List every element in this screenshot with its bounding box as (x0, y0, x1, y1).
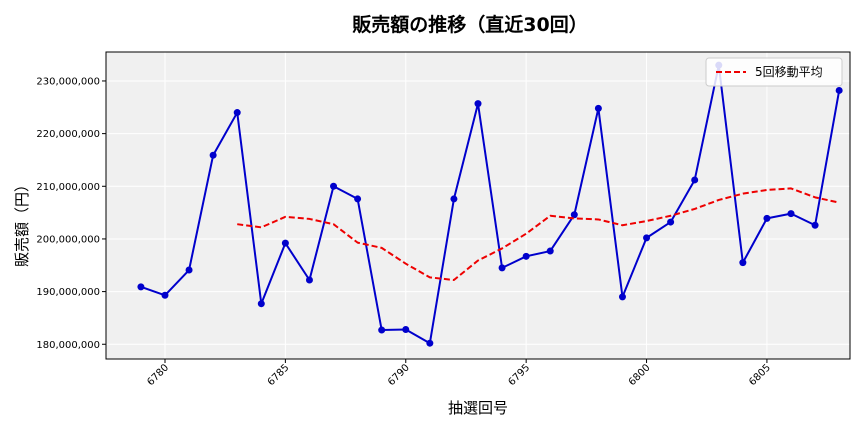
y-tick-label: 230,000,000 (36, 76, 100, 87)
sales-point (378, 326, 386, 334)
series-layer (137, 61, 843, 347)
y-tick-label: 200,000,000 (36, 234, 100, 245)
x-tick-label: 6785 (266, 362, 292, 388)
x-tick-label: 6795 (507, 362, 533, 388)
grid (106, 52, 850, 359)
sales-point (522, 252, 530, 260)
y-tick-label: 190,000,000 (36, 287, 100, 298)
x-axis-label: 抽選回号 (448, 399, 508, 417)
sales-point (209, 151, 217, 159)
sales-point (402, 326, 410, 334)
y-tick-label: 220,000,000 (36, 129, 100, 140)
sales-point (787, 210, 795, 218)
sales-point (594, 104, 602, 112)
legend-box (705, 57, 843, 87)
sales-line (140, 64, 841, 345)
sales-point (233, 109, 241, 117)
sales-point (161, 291, 169, 299)
sales-point (763, 214, 771, 222)
y-tick-label: 210,000,000 (36, 182, 100, 193)
sales-point (691, 176, 699, 184)
sales-point (426, 339, 434, 347)
sales-point (185, 266, 193, 274)
sales-point (835, 86, 843, 94)
sales-point (643, 234, 651, 242)
sales-point (811, 221, 819, 229)
sales-point (474, 100, 482, 108)
sales-point (546, 247, 554, 255)
x-tick-label: 6805 (747, 362, 773, 388)
sales-point (305, 276, 313, 284)
sales-point (281, 239, 289, 247)
sales-point (739, 259, 747, 267)
y-axis-label: 販売額（円） (13, 177, 31, 267)
plot-frame (105, 51, 851, 360)
sales-point (257, 300, 265, 308)
sales-point (618, 293, 626, 301)
y-tick-label: 180,000,000 (36, 340, 100, 351)
sales-point (137, 283, 145, 291)
moving-average-line (237, 187, 840, 282)
x-tick-label: 6800 (627, 362, 653, 388)
sales-point (570, 211, 578, 219)
sales-point (330, 182, 338, 190)
chart-title: 販売額の推移（直近30回） (352, 13, 587, 36)
plot-area (106, 52, 850, 359)
sales-point (667, 218, 675, 226)
sales-point (354, 195, 362, 203)
legend-label-moving-average: 5回移動平均 (755, 65, 823, 79)
sales-point (450, 195, 458, 203)
x-tick-label: 6780 (145, 362, 171, 388)
sales-point (498, 264, 506, 272)
legend: 5回移動平均 (705, 57, 843, 87)
x-tick-label: 6790 (386, 362, 412, 388)
